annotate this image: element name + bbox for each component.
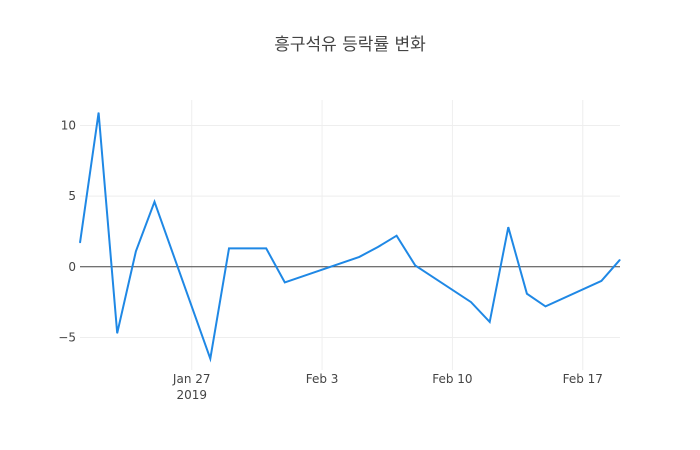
data-point [545, 305, 547, 307]
data-point [265, 247, 267, 249]
y-axis: −5 0 5 10 [58, 118, 76, 344]
series-layer [79, 112, 621, 363]
x-tick-label: Feb 10 [432, 372, 472, 386]
y-tick-label: 10 [61, 118, 76, 132]
data-point [619, 259, 621, 261]
data-point [396, 235, 398, 237]
x-tick-label: Jan 27 [172, 372, 211, 386]
data-point [153, 201, 155, 203]
grid [80, 100, 620, 370]
x-tick-label: Feb 17 [563, 372, 603, 386]
data-point [470, 301, 472, 303]
y-tick-label: 0 [68, 260, 76, 274]
series-line [79, 112, 621, 363]
data-point [135, 250, 137, 252]
data-point [209, 358, 211, 360]
data-point [284, 281, 286, 283]
y-tick-label: 5 [68, 189, 76, 203]
data-point [600, 280, 602, 282]
data-point [247, 247, 249, 249]
x-tick-label: Feb 3 [306, 372, 339, 386]
data-point [79, 242, 81, 244]
data-point [489, 321, 491, 323]
y-tick-label: −5 [58, 330, 76, 344]
data-point [377, 246, 379, 248]
data-point [116, 332, 118, 334]
data-point [414, 264, 416, 266]
data-point [98, 112, 100, 114]
data-point [228, 247, 230, 249]
data-point [358, 256, 360, 258]
x-axis: Jan 27 2019 Feb 3 Feb 10 Feb 17 [172, 372, 603, 402]
data-point [507, 226, 509, 228]
chart-title: 흥구석유 등락률 변화 [274, 35, 426, 55]
data-point [526, 293, 528, 295]
x-tick-year-label: 2019 [176, 388, 207, 402]
